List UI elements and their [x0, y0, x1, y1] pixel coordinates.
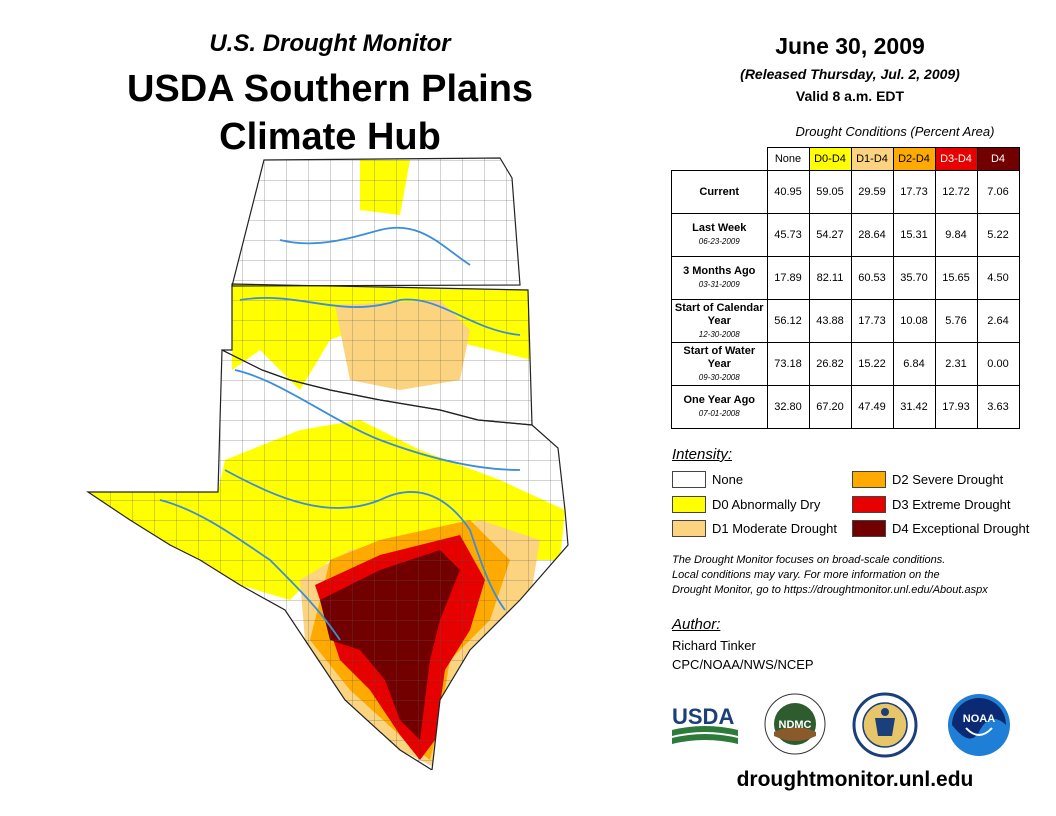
- table-cell: 35.70: [892, 256, 936, 300]
- legend-swatch-d2: [852, 471, 886, 488]
- table-cell: 0.00: [976, 342, 1020, 386]
- table-row: 3 Months Ago 03-31-2009 17.89 82.11 60.53…: [671, 256, 1020, 300]
- usda-logo: USDA: [672, 704, 738, 744]
- svg-text:NOAA: NOAA: [963, 713, 995, 725]
- author-title: Author:: [672, 616, 721, 633]
- table-cell: 17.89: [766, 256, 810, 300]
- table-cell: 43.88: [808, 299, 852, 343]
- legend-swatch-d0: [672, 496, 706, 513]
- table-row: Start of Calendar Year 12-30-2008 56.12 4…: [671, 299, 1020, 343]
- table-cell: 28.64: [850, 213, 894, 257]
- table-cell: 17.93: [934, 385, 978, 429]
- row-label: Start of Calendar Year 12-30-2008: [671, 299, 768, 343]
- table-cell: 67.20: [808, 385, 852, 429]
- table-cell: 56.12: [766, 299, 810, 343]
- table-cell: 7.06: [976, 170, 1020, 214]
- legend-swatch-d1: [672, 520, 706, 537]
- doc-seal-logo: [852, 692, 918, 758]
- table-cell: 5.76: [934, 299, 978, 343]
- table-cell: 2.31: [934, 342, 978, 386]
- table-cell: 15.22: [850, 342, 894, 386]
- table-cell: 4.50: [976, 256, 1020, 300]
- table-row: Current 40.95 59.05 29.59 17.73 12.72 7.…: [671, 170, 1020, 214]
- table-cell: 73.18: [766, 342, 810, 386]
- map-date: June 30, 2009: [775, 33, 925, 59]
- table-cell: 40.95: [766, 170, 810, 214]
- legend-swatch-d4: [852, 520, 886, 537]
- table-cell: 54.27: [808, 213, 852, 257]
- texas-outline: [86, 349, 569, 770]
- svg-text:NDMC: NDMC: [779, 719, 812, 731]
- map-title-line1: USDA Southern Plains: [126, 68, 534, 110]
- row-label: 3 Months Ago 03-31-2009: [671, 256, 768, 300]
- legend-item-d3: D3 Extreme Drought: [852, 496, 1011, 513]
- map-regions: [88, 158, 568, 770]
- row-label: One Year Ago 07-01-2008: [671, 385, 768, 429]
- drought-stats-table: None D0-D4 D1-D4 D2-D4 D3-D4 D4 Current …: [671, 147, 1020, 429]
- row-label: Last Week 06-23-2009: [671, 213, 768, 257]
- col-header-none: None: [766, 147, 810, 171]
- noaa-logo: NOAA: [948, 694, 1010, 756]
- table-row: Last Week 06-23-2009 45.73 54.27 28.64 15…: [671, 213, 1020, 257]
- table-cell: 15.65: [934, 256, 978, 300]
- table-cell: 10.08: [892, 299, 936, 343]
- kansas-outline: [231, 157, 521, 287]
- table-row: One Year Ago 07-01-2008 32.80 67.20 47.49…: [671, 385, 1020, 429]
- table-cell: 47.49: [850, 385, 894, 429]
- table-cell: 3.63: [976, 385, 1020, 429]
- table-cell: 60.53: [850, 256, 894, 300]
- rivers: [159, 226, 521, 641]
- col-header-d2-d4: D2-D4: [892, 147, 936, 171]
- table-cell: 59.05: [808, 170, 852, 214]
- row-label: Start of Water Year 09-30-2008: [671, 342, 768, 386]
- table-cell: 2.64: [976, 299, 1020, 343]
- author-org: CPC/NOAA/NWS/NCEP: [672, 657, 814, 672]
- table-cell: 17.73: [892, 170, 936, 214]
- table-cell: 31.42: [892, 385, 936, 429]
- county-lines: [88, 158, 568, 770]
- map-supertitle: U.S. Drought Monitor: [209, 30, 451, 57]
- legend-item-d4: D4 Exceptional Drought: [852, 520, 1029, 537]
- map-title-line2: Climate Hub: [219, 116, 441, 158]
- col-header-d0-d4: D0-D4: [808, 147, 852, 171]
- website-link[interactable]: droughtmonitor.unl.edu: [736, 768, 974, 791]
- table-header-row: None D0-D4 D1-D4 D2-D4 D3-D4 D4: [671, 147, 1020, 171]
- col-header-d1-d4: D1-D4: [850, 147, 894, 171]
- table-caption: Drought Conditions (Percent Area): [795, 124, 995, 139]
- ndmc-logo: NDMC: [764, 693, 826, 755]
- table-row: Start of Water Year 09-30-2008 73.18 26.8…: [671, 342, 1020, 386]
- table-cell: 5.22: [976, 213, 1020, 257]
- table-cell: 26.82: [808, 342, 852, 386]
- legend-item-d2: D2 Severe Drought: [852, 471, 1003, 488]
- row-label: Current: [671, 170, 768, 214]
- release-date: (Released Thursday, Jul. 2, 2009): [740, 66, 960, 82]
- legend-title: Intensity:: [672, 446, 733, 463]
- table-cell: 9.84: [934, 213, 978, 257]
- svg-text:USDA: USDA: [672, 704, 734, 729]
- table-cell: 17.73: [850, 299, 894, 343]
- valid-time: Valid 8 a.m. EDT: [795, 88, 905, 104]
- table-cell: 12.72: [934, 170, 978, 214]
- table-cell: 15.31: [892, 213, 936, 257]
- table-cell: 32.80: [766, 385, 810, 429]
- legend-item-none: None: [672, 471, 743, 488]
- table-cell: 82.11: [808, 256, 852, 300]
- table-cell: 45.73: [766, 213, 810, 257]
- table-cell: 29.59: [850, 170, 894, 214]
- legend-item-d1: D1 Moderate Drought: [672, 520, 837, 537]
- table-corner: [671, 147, 768, 171]
- author-name: Richard Tinker: [672, 638, 756, 653]
- legend-swatch-d3: [852, 496, 886, 513]
- legend-swatch-none: [672, 471, 706, 488]
- col-header-d3-d4: D3-D4: [934, 147, 978, 171]
- legend-item-d0: D0 Abnormally Dry: [672, 496, 820, 513]
- col-header-d4: D4: [976, 147, 1020, 171]
- drought-map: [86, 157, 569, 770]
- table-cell: 6.84: [892, 342, 936, 386]
- disclaimer-note: The Drought Monitor focuses on broad-sca…: [672, 554, 988, 596]
